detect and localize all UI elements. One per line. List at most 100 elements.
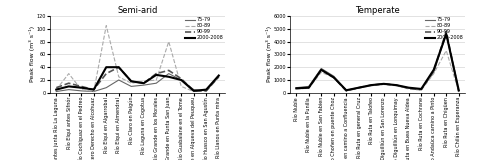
Legend: 75-79, 80-89, 90-99, 2000-2008: 75-79, 80-89, 90-99, 2000-2008 bbox=[184, 17, 224, 41]
80-89 bbox=[393, 85, 399, 87]
Line: 2000-2008: 2000-2008 bbox=[56, 67, 218, 91]
75-79 bbox=[203, 90, 209, 92]
90-99 bbox=[103, 73, 109, 75]
90-99 bbox=[318, 69, 324, 71]
90-99 bbox=[140, 82, 146, 84]
80-89 bbox=[368, 85, 374, 87]
90-99 bbox=[293, 87, 299, 89]
Title: Temperate: Temperate bbox=[355, 6, 400, 15]
80-89 bbox=[53, 89, 60, 91]
90-99 bbox=[456, 91, 462, 93]
Line: 80-89: 80-89 bbox=[56, 26, 218, 92]
80-89 bbox=[430, 73, 437, 75]
90-99 bbox=[331, 76, 337, 78]
80-89 bbox=[116, 76, 122, 78]
75-79 bbox=[190, 89, 196, 91]
75-79 bbox=[103, 87, 109, 89]
75-79 bbox=[90, 91, 96, 92]
90-99 bbox=[406, 87, 411, 89]
90-99 bbox=[53, 87, 60, 89]
75-79 bbox=[140, 84, 146, 86]
75-79 bbox=[331, 75, 337, 77]
75-79 bbox=[306, 85, 312, 87]
75-79 bbox=[406, 87, 411, 89]
90-99 bbox=[418, 89, 424, 91]
80-89 bbox=[343, 90, 349, 92]
2000-2008 bbox=[380, 83, 386, 85]
2000-2008 bbox=[430, 69, 437, 71]
Line: 90-99: 90-99 bbox=[56, 67, 218, 91]
75-79 bbox=[380, 83, 386, 85]
2000-2008 bbox=[190, 90, 196, 92]
2000-2008 bbox=[306, 87, 312, 89]
2000-2008 bbox=[406, 87, 411, 89]
2000-2008 bbox=[116, 66, 122, 68]
80-89 bbox=[78, 89, 84, 91]
80-89 bbox=[190, 91, 196, 92]
2000-2008 bbox=[216, 75, 222, 76]
80-89 bbox=[203, 89, 209, 91]
90-99 bbox=[203, 90, 209, 92]
Line: 80-89: 80-89 bbox=[296, 51, 458, 92]
90-99 bbox=[153, 73, 159, 75]
2000-2008 bbox=[103, 66, 109, 68]
2000-2008 bbox=[203, 89, 209, 91]
80-89 bbox=[293, 88, 299, 90]
75-79 bbox=[430, 71, 437, 73]
75-79 bbox=[356, 87, 362, 89]
Y-axis label: Peak flow (m³ s⁻¹): Peak flow (m³ s⁻¹) bbox=[29, 26, 35, 82]
2000-2008 bbox=[166, 76, 172, 78]
Line: 90-99: 90-99 bbox=[296, 31, 458, 92]
Title: Semi-arid: Semi-arid bbox=[118, 6, 158, 15]
80-89 bbox=[456, 91, 462, 93]
75-79 bbox=[128, 85, 134, 87]
80-89 bbox=[331, 76, 337, 78]
90-99 bbox=[368, 84, 374, 86]
80-89 bbox=[128, 82, 134, 84]
Line: 75-79: 75-79 bbox=[296, 34, 458, 92]
75-79 bbox=[78, 90, 84, 92]
80-89 bbox=[178, 85, 184, 87]
90-99 bbox=[356, 87, 362, 89]
2000-2008 bbox=[53, 89, 60, 91]
90-99 bbox=[128, 80, 134, 82]
2000-2008 bbox=[78, 87, 84, 89]
80-89 bbox=[443, 50, 449, 52]
80-89 bbox=[153, 79, 159, 81]
80-89 bbox=[306, 87, 312, 89]
80-89 bbox=[166, 41, 172, 43]
2000-2008 bbox=[443, 33, 449, 35]
90-99 bbox=[343, 90, 349, 92]
75-79 bbox=[178, 79, 184, 81]
2000-2008 bbox=[456, 89, 462, 91]
75-79 bbox=[293, 87, 299, 89]
2000-2008 bbox=[331, 76, 337, 78]
90-99 bbox=[166, 69, 172, 71]
75-79 bbox=[343, 89, 349, 91]
90-99 bbox=[443, 30, 449, 32]
2000-2008 bbox=[90, 89, 96, 91]
Y-axis label: Peak flow (m³ s⁻¹): Peak flow (m³ s⁻¹) bbox=[266, 26, 272, 82]
2000-2008 bbox=[293, 87, 299, 89]
90-99 bbox=[78, 85, 84, 87]
90-99 bbox=[380, 83, 386, 85]
2000-2008 bbox=[128, 80, 134, 82]
2000-2008 bbox=[393, 84, 399, 86]
80-89 bbox=[103, 25, 109, 27]
75-79 bbox=[166, 73, 172, 75]
2000-2008 bbox=[343, 89, 349, 91]
2000-2008 bbox=[178, 79, 184, 81]
75-79 bbox=[53, 91, 60, 92]
80-89 bbox=[380, 84, 386, 85]
2000-2008 bbox=[418, 88, 424, 90]
90-99 bbox=[393, 84, 399, 86]
2000-2008 bbox=[66, 85, 72, 87]
75-79 bbox=[66, 89, 72, 91]
80-89 bbox=[66, 73, 72, 75]
80-89 bbox=[318, 71, 324, 73]
75-79 bbox=[418, 89, 424, 91]
75-79 bbox=[368, 84, 374, 86]
75-79 bbox=[443, 33, 449, 35]
90-99 bbox=[66, 82, 72, 84]
Legend: 75-79, 80-89, 90-99, 2000-2008: 75-79, 80-89, 90-99, 2000-2008 bbox=[424, 17, 464, 41]
